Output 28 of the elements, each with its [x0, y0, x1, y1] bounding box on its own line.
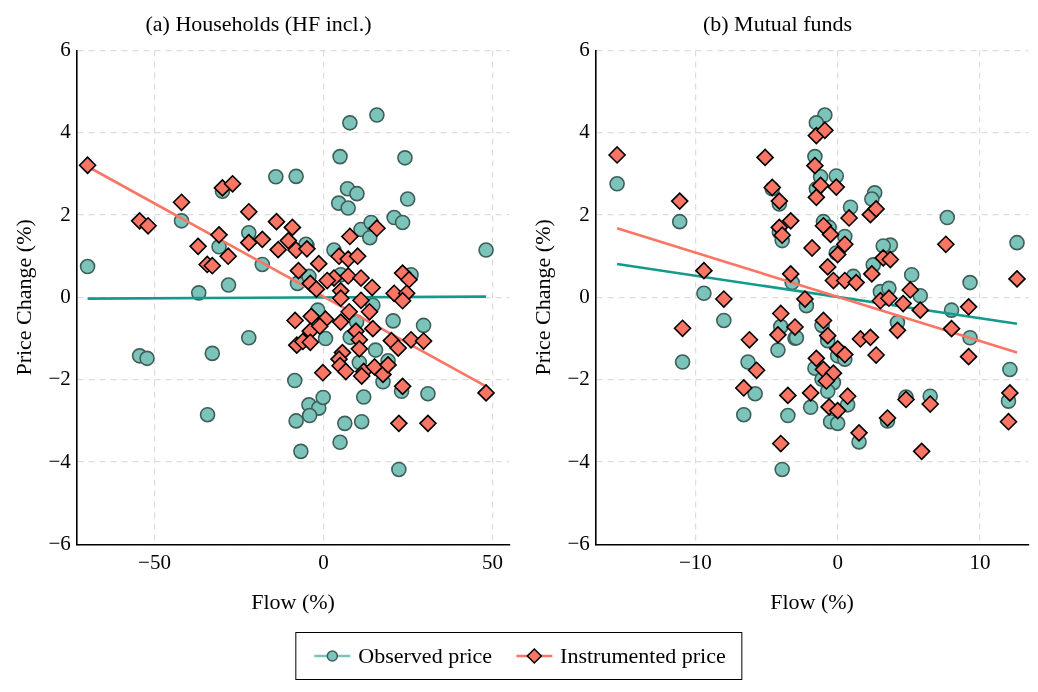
x-tick-label: 10: [969, 549, 991, 574]
y-tick-label: −4: [48, 448, 72, 473]
y-axis-title: Price Change (%): [10, 219, 36, 376]
chart-title: (a) Households (HF incl.): [145, 10, 372, 36]
x-tick-label: −10: [678, 549, 712, 574]
y-tick-label: −4: [567, 448, 591, 473]
x-tick-label: 50: [482, 549, 503, 574]
y-tick-label: 4: [579, 119, 591, 144]
y-tick-label: 6: [579, 36, 590, 61]
y-tick-label: 4: [60, 119, 72, 144]
y-tick-label: 6: [60, 36, 71, 61]
x-tick-label: 0: [318, 549, 329, 574]
legend-label: Observed price: [358, 643, 493, 669]
y-tick-label: 0: [60, 283, 71, 308]
y-tick-label: −2: [567, 366, 590, 391]
x-tick-label: −50: [138, 549, 171, 574]
y-axis-title: Price Change (%): [529, 219, 555, 376]
y-tick-label: −6: [567, 530, 590, 555]
y-tick-label: 2: [579, 201, 590, 226]
x-tick-label: 0: [832, 549, 843, 574]
y-tick-label: 2: [60, 201, 71, 226]
legend-label: Instrumented price: [560, 643, 726, 669]
x-axis-title: Flow (%): [770, 588, 854, 614]
y-tick-label: −2: [48, 366, 71, 391]
x-axis-title: Flow (%): [251, 588, 335, 614]
y-tick-label: −6: [48, 530, 71, 555]
chart-title: (b) Mutual funds: [702, 10, 853, 36]
y-tick-label: 0: [579, 283, 590, 308]
